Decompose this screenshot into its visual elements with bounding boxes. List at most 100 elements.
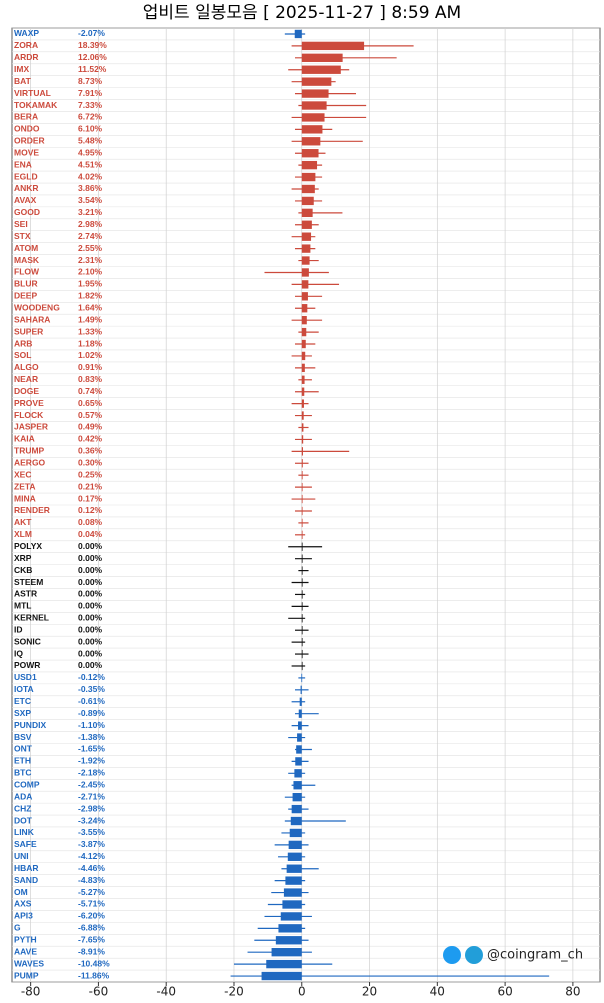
telegram-icon [465,946,483,964]
coin-name: AXS [14,899,32,909]
coin-name: NEAR [14,374,38,384]
change-label: -3.87% [78,839,105,849]
body [295,757,302,766]
body [301,649,303,659]
coin-name: BTC [14,768,31,778]
change-label: 8.73% [78,76,103,86]
coin-name: FLOCK [14,410,44,420]
body [294,29,302,39]
coin-name: G [14,923,21,933]
body [301,423,304,432]
body [301,578,303,587]
change-label: 11.52% [78,64,107,74]
coin-name: ATOM [14,243,38,253]
coin-name: WAVES [14,958,44,968]
change-label: -3.24% [78,815,105,825]
change-label: 0.83% [78,374,103,384]
body [298,721,302,730]
body [301,304,308,313]
twitter-icon [443,946,461,964]
body [299,697,302,706]
body [271,948,302,957]
body [287,852,302,861]
change-label: 0.74% [78,386,103,396]
coin-name: FLOW [14,267,40,277]
body [301,590,303,599]
x-tick-label: -60 [89,985,109,999]
body [301,673,303,683]
x-tick-label: -40 [156,985,176,999]
coin-name: ADA [14,791,32,801]
body [301,113,325,122]
x-tick-label: 20 [362,985,377,999]
coin-name: ENA [14,159,32,169]
change-label: -1.10% [78,720,105,730]
change-label: 0.17% [78,493,103,503]
body [301,41,365,51]
coin-name: MASK [14,255,40,265]
coin-name: ALGO [14,362,39,372]
coin-name: WOODENG [14,302,60,312]
body [301,363,305,373]
change-label: 3.54% [78,195,103,205]
x-tick-label: -20 [224,985,244,999]
coin-name: XLM [14,529,32,539]
coin-name: PUNDIX [14,720,46,730]
coin-name: IQ [14,648,23,658]
coin-name: DEEP [14,291,37,301]
body [301,244,311,253]
coin-name: KAIA [14,434,35,444]
coin-name: SUPER [14,326,43,336]
change-label: 0.00% [78,589,103,599]
change-label: 6.10% [78,124,103,134]
change-label: 0.00% [78,553,103,563]
change-label: 1.82% [78,291,103,301]
body [301,530,303,539]
change-label: 0.36% [78,446,103,456]
body [301,268,309,277]
coin-name: EGLD [14,171,38,181]
body [301,661,303,671]
change-label: -2.71% [78,791,105,801]
body [301,351,306,361]
coin-name: HBAR [14,863,39,873]
change-label: 0.00% [78,660,103,670]
body [301,602,303,611]
coin-name: SONIC [14,636,41,646]
change-label: 1.02% [78,350,103,360]
coin-name: ID [14,624,23,634]
coin-name: SAND [14,875,38,885]
coin-name: WAXP [14,28,39,38]
body [275,936,302,945]
change-label: -10.48% [78,958,110,968]
coin-name: IOTA [14,684,34,694]
body [283,888,302,897]
coin-name: SAFE [14,839,37,849]
coin-name: MINA [14,493,36,503]
coin-name: ARDR [14,52,39,62]
coin-name: DOGE [14,386,39,396]
body [296,745,302,754]
coin-name: SEI [14,219,28,229]
body [301,77,332,86]
coin-name: ARB [14,338,32,348]
coin-name: OM [14,887,28,897]
change-label: 12.06% [78,52,107,62]
change-label: 4.51% [78,159,103,169]
body [301,160,318,170]
body [297,733,302,742]
body [301,137,321,146]
body [301,506,303,516]
body [300,685,302,695]
change-label: -6.20% [78,911,105,921]
coin-name: BAT [14,76,32,86]
change-label: 5.48% [78,136,103,146]
body [301,327,307,337]
body [293,781,302,790]
body [266,959,302,969]
coin-name: AERGO [14,458,46,468]
body [261,971,302,981]
change-label: 1.95% [78,279,103,289]
coin-name: COMP [14,779,40,789]
